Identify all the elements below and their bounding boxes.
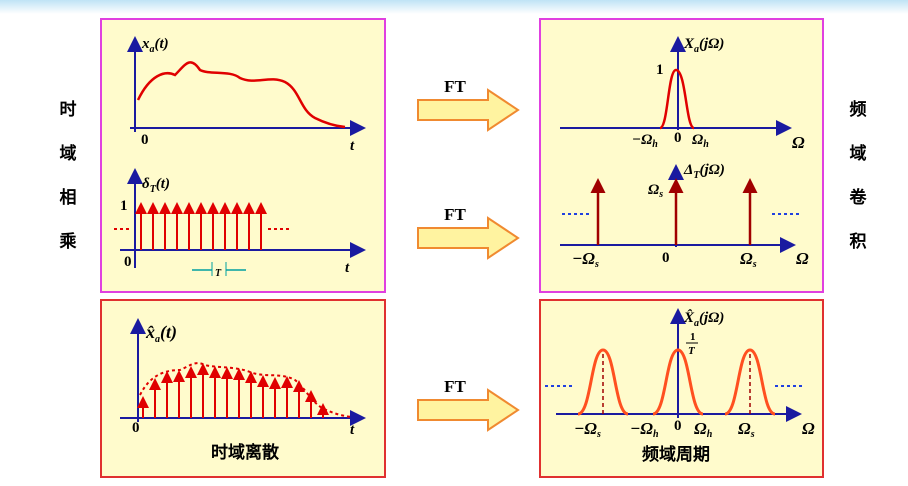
label: X̂a(jΩ) <box>683 308 724 329</box>
caption-char: 域 <box>850 143 867 164</box>
label: 0 <box>662 250 670 266</box>
spectrum-plot: Xa(jΩ) 1 −Ωh 0 Ωh Ω <box>560 36 805 152</box>
label: xa(t) <box>141 36 169 55</box>
label: Ωh <box>694 419 713 440</box>
label: ΔT(jΩ) <box>683 162 725 181</box>
periodic-spectrum-plot: X̂a(jΩ) 1 T −Ωs −Ωh 0 Ωh Ωs Ω 频域周期 <box>545 308 815 465</box>
arrow <box>417 216 520 260</box>
panel <box>539 18 824 293</box>
label: 0 <box>132 420 140 436</box>
freq-comb-plot: ΔT(jΩ) Ωs −Ωs 0 Ωs Ω <box>560 162 809 270</box>
caption: 时域离散 <box>211 442 280 463</box>
label: −Ωh <box>632 132 658 150</box>
label: Ωs <box>738 419 755 440</box>
header-strip <box>0 0 908 14</box>
side-captions: 时 域 相 乘 频 域 卷 积 <box>59 99 868 252</box>
label: t <box>350 422 355 438</box>
label: δT(t) <box>142 176 170 195</box>
label: 1 <box>656 62 664 78</box>
arrow <box>417 88 520 132</box>
caption-char: 频 <box>850 99 867 120</box>
label: t <box>345 260 350 276</box>
ft-arrows: FT FT FT <box>417 77 520 432</box>
label: 0 <box>674 418 682 434</box>
ft-label: FT <box>444 77 466 96</box>
label: t <box>350 138 355 154</box>
caption-char: 相 <box>60 187 77 208</box>
curve <box>136 61 346 129</box>
panel <box>100 18 386 293</box>
caption-char: 乘 <box>59 232 77 252</box>
label: −Ωs <box>572 249 599 270</box>
label: Ωh <box>692 132 709 150</box>
ft-label: FT <box>444 205 466 224</box>
label: Ω <box>796 249 809 268</box>
label: −Ωh <box>630 419 659 440</box>
label: 0 <box>124 254 132 270</box>
ft-label: FT <box>444 377 466 396</box>
panels <box>100 18 824 478</box>
sampled-plot: x̂a(t) 0 t 时域离散 <box>120 318 366 463</box>
curve <box>724 348 776 416</box>
label: 1 <box>120 198 128 214</box>
label: Ωs <box>648 182 663 200</box>
label: 0 <box>674 130 682 146</box>
label: Ωs <box>740 249 757 270</box>
label: 1 <box>690 331 696 343</box>
panel <box>100 299 386 478</box>
label: T <box>688 345 696 357</box>
time-signal-plot: xa(t) 0 t <box>127 36 366 154</box>
caption-char: 积 <box>850 232 867 252</box>
label: Ω <box>792 133 805 152</box>
caption-char: 域 <box>60 143 77 164</box>
label: x̂a(t) <box>145 322 177 345</box>
label: 0 <box>141 132 149 148</box>
comb-plot: δT(t) 1 0 t T <box>114 168 366 279</box>
curve <box>658 68 696 130</box>
label: Xa(jΩ) <box>683 36 724 55</box>
label: T <box>215 268 222 279</box>
caption: 频域周期 <box>642 444 710 465</box>
caption-char: 卷 <box>849 187 868 208</box>
label: −Ωs <box>574 419 601 440</box>
panel <box>539 299 824 478</box>
label: Ω <box>802 419 815 438</box>
curve <box>652 348 704 416</box>
curve <box>577 348 629 416</box>
caption-char: 时 <box>60 100 77 120</box>
arrow <box>417 388 520 432</box>
